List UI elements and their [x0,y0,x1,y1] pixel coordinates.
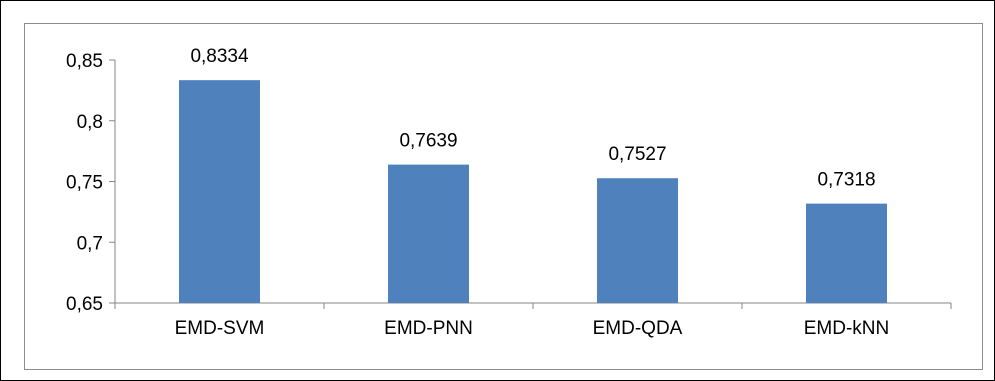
data-label: 0,8334 [190,46,249,67]
x-tick-label: EMD-PNN [384,318,473,339]
y-tick-label: 0,65 [66,294,103,315]
x-tick-label: EMD-QDA [593,318,683,339]
x-tick-label: EMD-kNN [804,318,890,339]
data-label: 0,7318 [817,170,875,191]
data-label: 0,7639 [399,131,457,152]
data-label: 0,7527 [608,144,666,165]
y-tick-label: 0,7 [77,233,103,254]
y-tick-label: 0,8 [77,112,103,133]
bar-emd-qda [597,178,678,303]
bar-emd-knn [806,203,887,303]
x-tick-label: EMD-SVM [175,318,265,339]
labels: 0,65 0,7 0,75 0,8 0,85 0,8334 EMD-SVM 0,7639 EMD… [66,46,889,339]
bar-emd-pnn [388,164,469,303]
y-tick-label: 0,75 [66,173,103,194]
bars [179,80,887,303]
bar-emd-svm [179,80,260,303]
y-tick-label: 0,85 [66,51,103,72]
